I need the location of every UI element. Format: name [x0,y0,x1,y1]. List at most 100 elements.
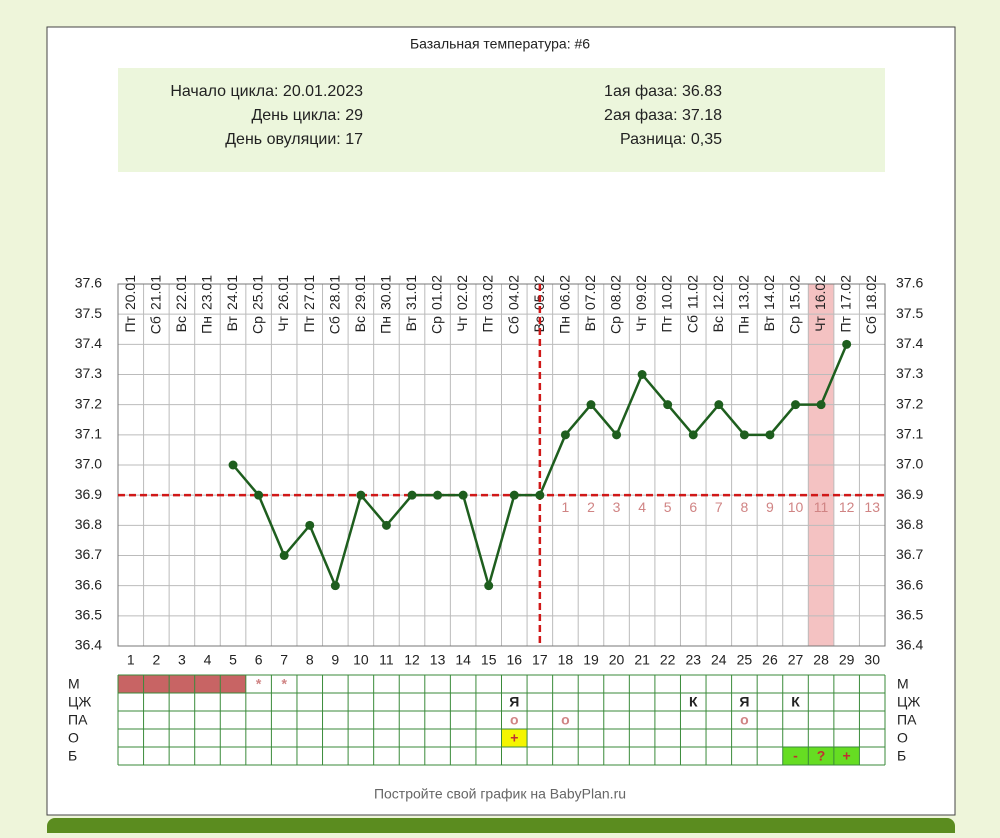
temperature-point [305,520,315,530]
y-tick-label: 37.5 [75,305,102,321]
y-tick-label: 36.8 [75,516,102,532]
weekday: Вт [224,315,240,331]
weekday: Пт [300,315,316,332]
y-tick-label-right: 37.5 [896,305,923,321]
date-label: Сб 04.02 [505,275,521,334]
y-tick-label: 37.3 [75,365,102,381]
day-label: 2 [152,652,160,668]
date: 22.01 [173,275,189,310]
temperature-point [714,400,724,410]
row-fill [808,747,834,765]
day-label: 16 [506,652,522,668]
date: 10.02 [658,275,674,310]
weekday: Пт [837,315,853,332]
temperature-point [433,490,443,500]
row-mark: К [689,694,698,710]
date: 08.02 [607,275,623,310]
day-label: 22 [660,652,676,668]
day-label: 9 [331,652,339,668]
date: 09.02 [633,275,649,310]
row-label: Б [68,748,77,764]
weekday: Вс [531,316,547,332]
date: 11.02 [684,275,700,309]
date-label: Пн 23.01 [198,275,214,334]
row-fill [143,675,170,693]
phase-label: 3 [613,499,621,515]
date-label: Пт 17.02 [837,275,853,333]
date: 15.02 [786,275,802,310]
plot-border [117,283,886,647]
day-label: 23 [685,652,701,668]
date-label: Пт 20.01 [121,275,137,333]
date: 17.02 [837,275,853,310]
day-label: 8 [306,652,314,668]
temperature-point [407,490,417,500]
day-label: 10 [353,652,369,668]
day-label: 26 [762,652,778,668]
date-label: Чт 16.02 [812,275,828,332]
date: 31.01 [403,275,419,310]
phase-label: 13 [864,499,880,515]
row-fill [169,675,195,693]
info-right: 2ая фаза: 37.18 [604,107,722,124]
date: 07.02 [582,275,598,310]
row-fill [782,747,809,765]
info-left: День овуляции: 17 [225,131,363,148]
weekday: Ср [607,316,623,334]
row-mark: o [740,712,749,728]
weekday: Вс [710,316,726,332]
row-label-right: Б [897,748,906,764]
day-label: 13 [430,652,446,668]
weekday: Пн [377,316,393,334]
y-tick-label-right: 36.8 [896,516,923,532]
day-label: 15 [481,652,497,668]
temperature-point [688,430,698,440]
row-fill [118,675,144,693]
day-label: 17 [532,652,548,668]
row-mark: Я [509,694,519,710]
row-label-right: ЦЖ [897,694,920,710]
date-label: Ср 25.01 [249,275,265,334]
weekday: Пн [735,316,751,334]
y-tick-label-right: 36.7 [896,546,923,562]
row-label-right: М [897,676,909,692]
day-label: 27 [788,652,804,668]
row-fill [220,675,246,693]
y-tick-label: 37.4 [75,335,102,351]
date-label: Вт 07.02 [582,275,598,332]
y-tick-label-right: 37.1 [896,426,923,442]
phase-label: 6 [689,499,697,515]
info-right: 1ая фаза: 36.83 [604,83,722,100]
day-label: 4 [204,652,212,668]
temperature-point [535,490,545,500]
day-label: 14 [455,652,471,668]
date-label: Вс 12.02 [710,275,726,333]
weekday: Пт [479,315,495,332]
weekday: Пт [121,315,137,332]
row-mark: - [793,748,798,764]
date: 14.02 [761,275,777,310]
y-tick-label-right: 36.5 [896,607,923,623]
phase-label: 2 [587,499,595,515]
day-label: 20 [609,652,625,668]
y-tick-label-right: 36.6 [896,576,923,592]
date: 05.02 [531,275,547,310]
bottom-bar [47,818,955,838]
date-label: Сб 28.01 [326,275,342,334]
y-tick-label-right: 37.6 [896,275,923,291]
y-tick-label-right: 36.9 [896,486,923,502]
date: 21.01 [147,275,163,310]
date: 29.01 [352,275,368,310]
day-label: 24 [711,652,727,668]
phase-label: 8 [740,499,748,515]
phase-label: 5 [664,499,672,515]
date-label: Ср 08.02 [607,275,623,334]
y-tick-label: 36.5 [75,607,102,623]
date: 13.02 [735,275,751,310]
day-label: 5 [229,652,237,668]
date-label: Вс 29.01 [352,275,368,333]
temperature-point [842,339,852,349]
temperature-point [765,430,775,440]
temperature-point [560,430,570,440]
y-tick-label-right: 36.4 [896,637,923,653]
